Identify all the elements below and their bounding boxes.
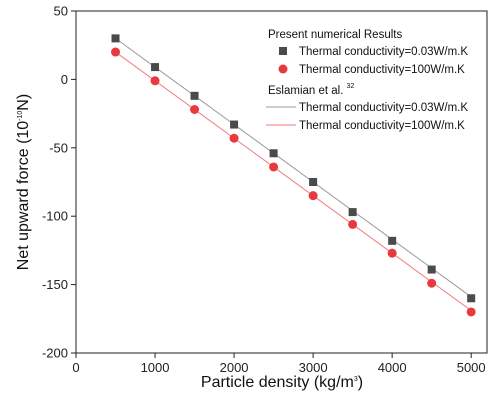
y-tick-label: 50 bbox=[54, 4, 68, 19]
legend-label-series-1: Thermal conductivity=0.03W/m.K bbox=[299, 46, 468, 58]
data-point-square bbox=[111, 34, 120, 43]
x-axis-title: Particle density (kg/m3) bbox=[201, 374, 363, 391]
series-lines bbox=[115, 37, 472, 311]
legend-label-series-2: Thermal conductivity=100W/m.K bbox=[299, 64, 465, 76]
legend-label-series-4: Thermal conductivity=100W/m.K bbox=[299, 120, 465, 132]
legend-ref-sup: 32 bbox=[346, 83, 354, 90]
y-tick-label: -100 bbox=[42, 209, 68, 224]
y-tick-label: -150 bbox=[42, 277, 68, 292]
y-tick-label: -200 bbox=[42, 346, 68, 361]
y-axis-title: Net upward force (10-10N) bbox=[15, 94, 32, 270]
y-tick-label: -50 bbox=[49, 140, 68, 155]
x-tick-label: 2000 bbox=[220, 360, 249, 375]
y-axis-title-sup: -10 bbox=[17, 111, 24, 121]
data-point-square bbox=[190, 91, 199, 100]
data-point-circle bbox=[269, 162, 279, 172]
legend-group-present: Present numerical Results bbox=[268, 29, 402, 41]
data-point-square bbox=[269, 149, 278, 158]
x-tick-label: 0 bbox=[72, 360, 79, 375]
legend-label-series-3: Thermal conductivity=0.03W/m.K bbox=[299, 102, 468, 114]
legend-group-eslamian: Eslamian et al. 32 bbox=[268, 83, 354, 97]
x-axis-title-sup: 3 bbox=[354, 376, 358, 383]
data-point-circle bbox=[348, 219, 358, 229]
data-point-square bbox=[309, 178, 318, 186]
data-point-square bbox=[151, 63, 160, 72]
x-tick-label: 5000 bbox=[457, 360, 486, 375]
legend-marker-square bbox=[279, 47, 287, 55]
data-point-circle bbox=[427, 278, 437, 288]
data-point-circle bbox=[190, 104, 200, 114]
plot-frame bbox=[75, 10, 488, 354]
data-point-circle bbox=[229, 133, 239, 143]
data-point-square bbox=[388, 236, 397, 245]
x-tick-label: 3000 bbox=[299, 360, 328, 375]
data-point-circle bbox=[308, 191, 318, 201]
x-tick-label: 1000 bbox=[141, 360, 170, 375]
data-point-circle bbox=[150, 76, 160, 86]
data-point-circle bbox=[387, 248, 397, 258]
data-point-square bbox=[427, 265, 436, 274]
legend-marker-circle bbox=[278, 64, 288, 74]
x-tick-label: 4000 bbox=[378, 360, 407, 375]
data-point-square bbox=[230, 120, 239, 129]
legend: Present numerical Results Thermal conduc… bbox=[266, 29, 468, 132]
data-point-circle bbox=[466, 307, 476, 317]
data-point-square bbox=[467, 294, 476, 303]
series-line-3 bbox=[115, 37, 472, 298]
series-line-4 bbox=[115, 51, 472, 311]
axis-ticks: 0 1000 2000 3000 4000 5000 50 0 -50 -100 -150 -200 bbox=[42, 4, 486, 376]
data-point-square bbox=[348, 208, 357, 217]
series-markers bbox=[111, 34, 476, 317]
data-point-circle bbox=[111, 47, 121, 57]
y-tick-label: 0 bbox=[61, 72, 68, 87]
